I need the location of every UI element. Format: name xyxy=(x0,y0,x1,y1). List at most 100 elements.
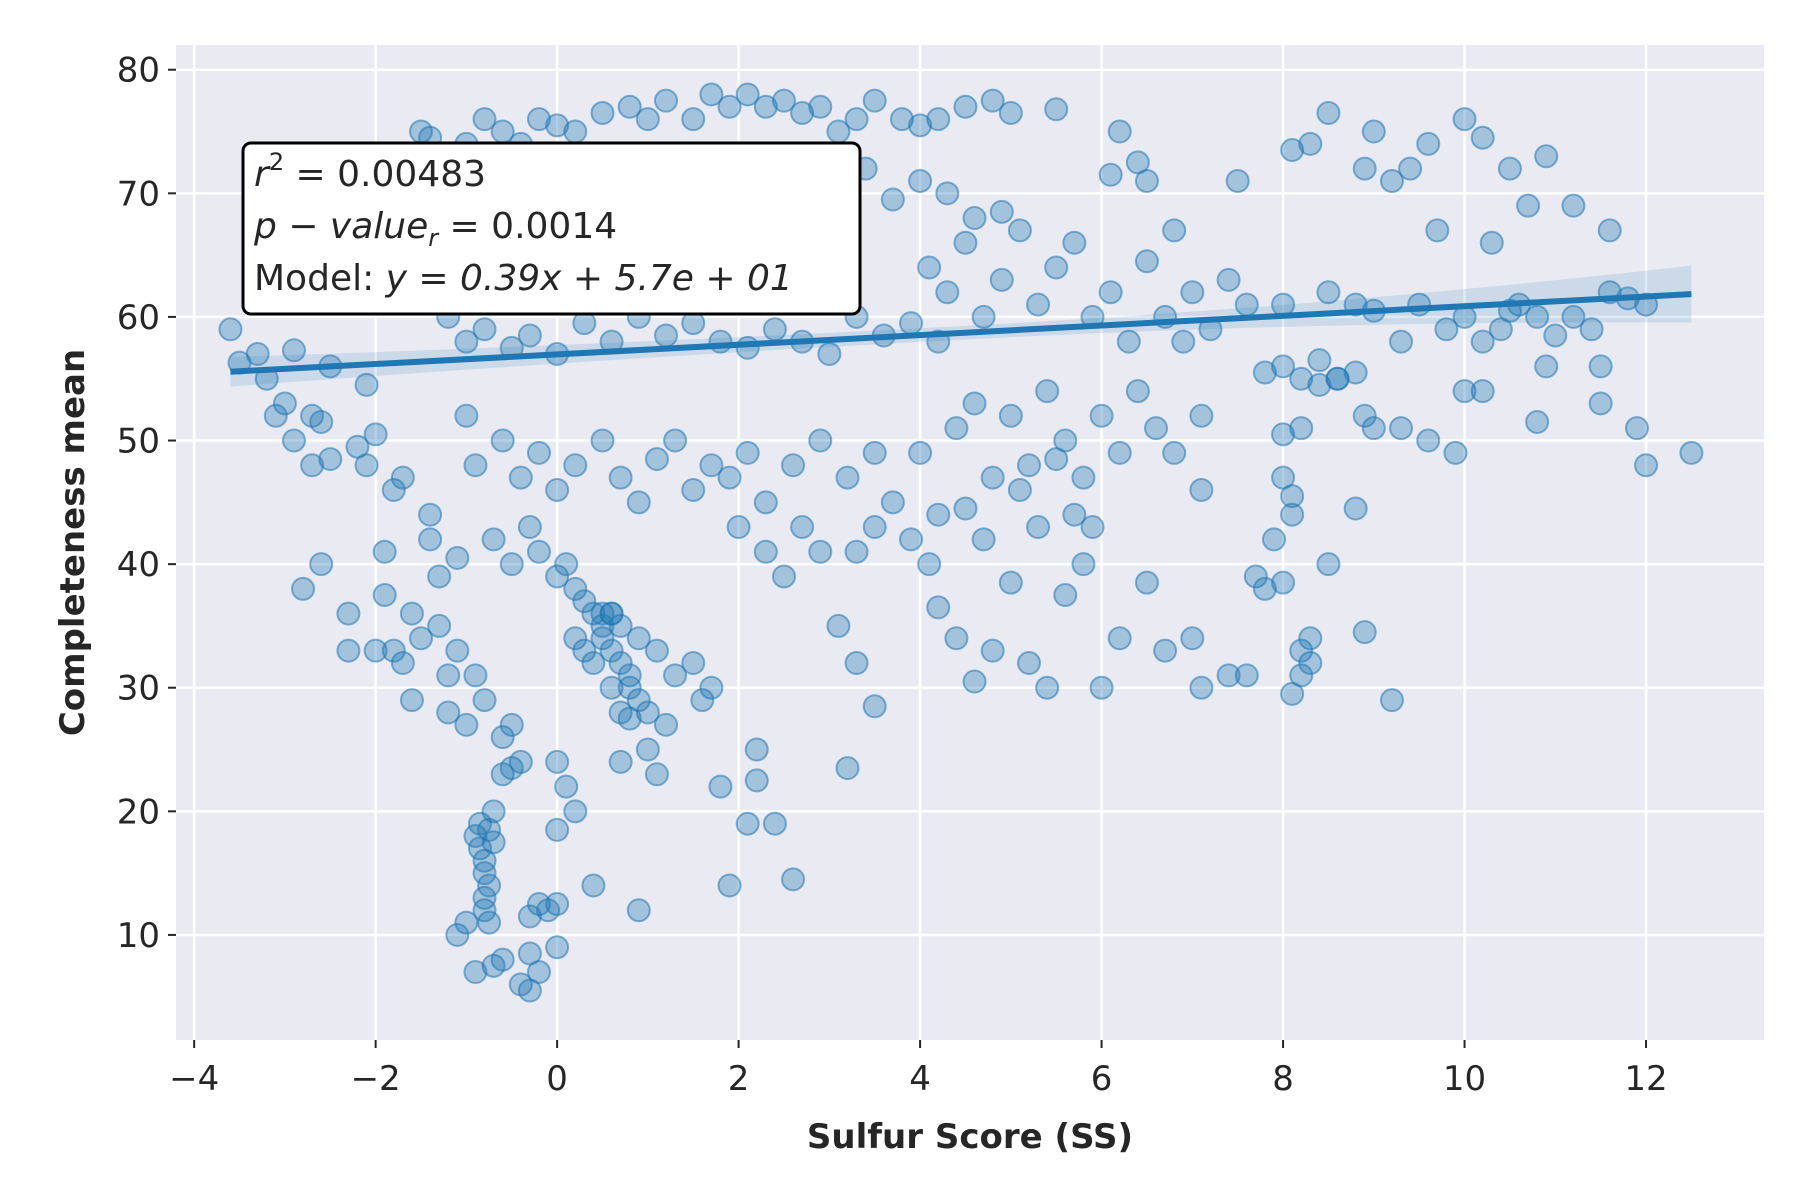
data-point xyxy=(481,527,506,552)
data-point xyxy=(817,342,842,367)
data-point xyxy=(1361,119,1386,144)
data-point xyxy=(944,626,969,651)
data-point xyxy=(862,694,887,719)
data-point xyxy=(1543,323,1568,348)
data-point xyxy=(1180,280,1205,305)
data-point xyxy=(835,756,860,781)
data-point xyxy=(563,576,588,601)
data-point xyxy=(517,515,542,540)
data-point xyxy=(463,453,488,478)
data-point xyxy=(635,700,660,725)
y-tick-label: 50 xyxy=(117,422,160,462)
data-point xyxy=(427,564,452,589)
data-point xyxy=(1189,675,1214,700)
data-point xyxy=(563,119,588,144)
data-point xyxy=(735,335,760,360)
data-point xyxy=(590,601,615,626)
data-point xyxy=(1071,465,1096,490)
data-point xyxy=(699,675,724,700)
data-point xyxy=(1252,360,1277,385)
data-point xyxy=(1425,218,1450,243)
data-point xyxy=(1588,354,1613,379)
y-tick-label: 20 xyxy=(117,792,160,832)
data-point xyxy=(477,873,502,898)
data-point xyxy=(1271,354,1296,379)
data-point xyxy=(418,527,443,552)
data-point xyxy=(998,403,1023,428)
data-point xyxy=(1525,304,1550,329)
data-point xyxy=(472,898,497,923)
data-point xyxy=(1107,626,1132,651)
data-point xyxy=(263,403,288,428)
data-point xyxy=(572,589,597,614)
model-text: Model: y = 0.39x + 5.7e + 01 xyxy=(254,258,793,299)
data-point xyxy=(1107,440,1132,465)
data-point xyxy=(218,317,243,342)
x-tick-label: 12 xyxy=(1624,1059,1667,1099)
data-point xyxy=(1144,416,1169,441)
data-point xyxy=(771,564,796,589)
r-squared-text: r2 = 0.00483 xyxy=(254,148,486,195)
data-point xyxy=(1180,626,1205,651)
data-point xyxy=(1080,515,1105,540)
data-point xyxy=(1098,280,1123,305)
data-point xyxy=(1098,162,1123,187)
data-point xyxy=(336,638,361,663)
data-point xyxy=(1407,292,1432,317)
data-point xyxy=(1416,131,1441,156)
data-point xyxy=(654,323,679,348)
y-tick-label: 10 xyxy=(117,916,160,956)
data-point xyxy=(272,391,297,416)
data-point xyxy=(445,545,470,570)
data-point xyxy=(1225,168,1250,193)
data-point xyxy=(1289,416,1314,441)
data-point xyxy=(472,688,497,713)
data-point xyxy=(291,576,316,601)
data-point xyxy=(554,774,579,799)
data-point xyxy=(1416,428,1441,453)
data-point xyxy=(1389,329,1414,354)
data-point xyxy=(917,255,942,280)
data-point xyxy=(472,861,497,886)
data-point xyxy=(1243,564,1268,589)
data-point xyxy=(409,626,434,651)
data-point xyxy=(563,453,588,478)
data-point xyxy=(1044,97,1069,122)
data-point xyxy=(762,317,787,342)
data-point xyxy=(926,107,951,132)
data-point xyxy=(363,638,388,663)
data-point xyxy=(1352,620,1377,645)
data-point xyxy=(1044,447,1069,472)
data-point xyxy=(862,515,887,540)
data-point xyxy=(599,675,624,700)
data-point xyxy=(508,465,533,490)
r-squared-value: = 0.00483 xyxy=(284,154,486,195)
data-point xyxy=(472,885,497,910)
data-point xyxy=(1153,638,1178,663)
data-point xyxy=(1534,354,1559,379)
annotation-box xyxy=(241,141,862,316)
data-point xyxy=(880,490,905,515)
data-point xyxy=(590,613,615,638)
data-point xyxy=(1561,193,1586,218)
data-point xyxy=(372,583,397,608)
data-point xyxy=(1016,651,1041,676)
x-tick-label: 0 xyxy=(546,1059,568,1099)
data-point xyxy=(1679,440,1704,465)
data-point xyxy=(563,799,588,824)
data-point xyxy=(499,712,524,737)
data-point xyxy=(1316,552,1341,577)
data-point xyxy=(1352,403,1377,428)
x-tick-label: 4 xyxy=(909,1059,931,1099)
data-point xyxy=(617,706,642,731)
data-point xyxy=(681,477,706,502)
data-point xyxy=(1071,552,1096,577)
data-point xyxy=(790,100,815,125)
x-axis-title: Sulfur Score (SS) xyxy=(807,1117,1133,1157)
data-point xyxy=(1035,675,1060,700)
data-point xyxy=(1561,304,1586,329)
data-point xyxy=(1379,168,1404,193)
data-point xyxy=(735,82,760,107)
data-point xyxy=(481,830,506,855)
data-point xyxy=(971,304,996,329)
